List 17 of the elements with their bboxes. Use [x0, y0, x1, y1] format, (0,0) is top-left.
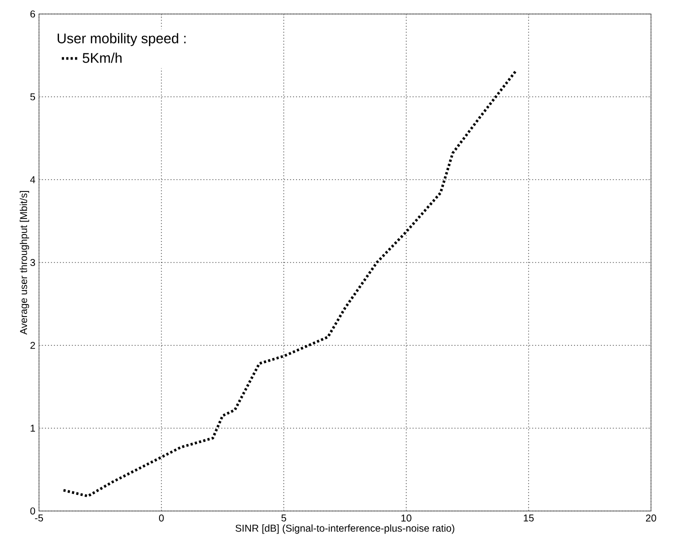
- legend-title: User mobility speed :: [58, 33, 186, 46]
- x-tick-label: 10: [401, 514, 412, 522]
- x-tick-label: 20: [646, 514, 656, 522]
- x-tick-label: 5: [281, 514, 286, 522]
- legend-label: 5Km/h: [82, 52, 122, 63]
- y-tick-label: 5: [30, 93, 36, 100]
- x-axis-title: SINR [dB] (Signal-to-interference-plus-noise ratio): [236, 524, 454, 534]
- y-axis-title: Average user throughput [Mbit/s]: [20, 191, 30, 335]
- x-tick-label: 15: [524, 514, 534, 522]
- x-tick-label: -5: [35, 514, 44, 522]
- y-tick-label: 6: [30, 10, 36, 18]
- y-tick-label: 4: [30, 176, 36, 184]
- x-tick-label: 0: [159, 514, 164, 522]
- y-tick-label: 3: [30, 258, 36, 266]
- y-tick-label: 2: [30, 342, 35, 349]
- y-tick-label: 1: [30, 424, 35, 432]
- y-tick-label: 0: [30, 507, 36, 515]
